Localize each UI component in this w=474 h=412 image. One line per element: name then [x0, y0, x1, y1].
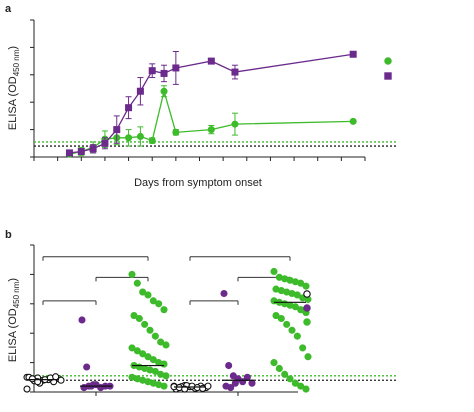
panel-b-point: [302, 282, 310, 290]
panel-b-point: [231, 379, 239, 387]
panel-a-legend: [384, 57, 392, 80]
panel-b-point: [141, 320, 149, 328]
panel-a-point-igg: [125, 104, 133, 112]
panel-a-xlabel: Days from symptom onset: [134, 177, 262, 189]
panel-b-point: [291, 379, 299, 387]
panel-a-point-igg: [231, 68, 239, 76]
panel-b-point: [133, 347, 141, 355]
panel-b-point: [162, 341, 170, 349]
panel-a-point-igg: [89, 145, 97, 153]
panel-b-point: [286, 375, 294, 383]
panel-b-point: [297, 279, 305, 287]
panel-b-point: [220, 289, 228, 298]
panel-a-point-igm: [148, 137, 156, 145]
panel-b-point: [304, 353, 312, 361]
panel-a-point-igm: [231, 120, 239, 128]
panel-a-point-igg: [172, 64, 180, 72]
panel-b-point: [144, 353, 152, 361]
panel-b-point: [248, 379, 256, 387]
panel-b-point: [135, 314, 143, 323]
panel-b-point: [151, 367, 159, 375]
panel-b-point: [160, 360, 168, 368]
panel-a-legend-marker-igm: [384, 57, 392, 65]
panel-b-point: [155, 300, 163, 308]
panel-a-point-igg: [207, 57, 215, 65]
panel-a-thresholds: [34, 141, 398, 147]
panel-b-point: [157, 338, 165, 346]
panel-b-point: [243, 373, 251, 381]
panel-b-point: [297, 382, 305, 390]
panel-b-point: [204, 382, 212, 390]
panel-a-legend-marker-igg: [384, 72, 392, 80]
panel-b-point: [293, 291, 301, 299]
panel-b-point: [128, 270, 136, 278]
panel-b-legend: [303, 290, 311, 326]
panel-b-comparisons: [42, 256, 291, 305]
panel-b-legend-marker: [303, 318, 311, 326]
panel-b-point: [272, 312, 280, 320]
panel-b-point: [133, 279, 141, 287]
panel-b-point: [28, 375, 36, 383]
panel-b-point: [160, 382, 168, 390]
panel-a-point-igm: [136, 132, 144, 140]
panel-b-point: [225, 361, 233, 370]
panel-b-point: [151, 332, 159, 340]
panel-a: a ELISA (OD450 nm) Days from symptom ons…: [5, 3, 398, 189]
panel-b-point: [139, 288, 147, 296]
panel-a-point-igg: [101, 139, 109, 147]
panel-a-letter: a: [5, 3, 12, 15]
panel-b-point: [270, 267, 278, 276]
panel-b-points: [23, 267, 312, 393]
panel-a-point-igm: [125, 134, 133, 142]
panel-a-point-igg: [65, 149, 73, 157]
panel-a-point-igg: [113, 126, 121, 134]
panel-a-point-igg: [77, 148, 85, 156]
panel-a-axes: [30, 19, 366, 161]
panel-b-point: [299, 344, 307, 352]
panel-b-point: [293, 332, 301, 340]
panel-a-point-igg: [148, 67, 156, 75]
panel-b-point: [144, 291, 152, 299]
panel-b-point: [288, 326, 296, 334]
panel-a-point-igg: [136, 87, 144, 95]
panel-a-ylabel: ELISA (OD450 nm): [7, 46, 21, 130]
panel-b: b ELISA (OD450 nm): [5, 229, 398, 396]
panel-b-point: [139, 350, 147, 358]
panel-a-series-line-igm: [69, 88, 354, 155]
panel-b-point: [277, 314, 285, 323]
panel-a-point-igg: [349, 50, 357, 58]
panel-a-series: [65, 50, 357, 158]
panel-b-point: [270, 359, 278, 367]
panel-a-point-igm: [349, 117, 357, 125]
panel-b-point: [146, 326, 154, 334]
panel-b-point: [78, 316, 86, 324]
panel-b-point: [291, 303, 299, 311]
panel-b-point: [89, 381, 97, 389]
panel-a-point-igm: [160, 87, 168, 95]
panel-b-legend-marker: [303, 290, 311, 298]
panel-b-point: [275, 364, 283, 373]
panel-b-point: [128, 344, 136, 352]
panel-b-point: [281, 370, 289, 378]
panel-b-point: [130, 312, 138, 320]
panel-b-legend-marker: [303, 304, 311, 312]
panel-a-point-igg: [160, 69, 168, 77]
panel-b-point: [160, 306, 168, 314]
panel-a-point-igm: [207, 126, 215, 134]
panel-b-point: [162, 372, 170, 380]
panel-b-axes: [30, 244, 298, 396]
panel-a-point-igm: [172, 128, 180, 136]
panel-b-thresholds: [34, 375, 398, 381]
panel-b-point: [227, 384, 235, 392]
panel-b-letter: b: [5, 229, 12, 241]
panel-b-point: [149, 297, 157, 305]
panel-b-point: [302, 385, 310, 393]
panel-b-point: [83, 363, 91, 371]
panel-b-point: [149, 356, 157, 364]
panel-b-point: [23, 385, 31, 393]
panel-b-ylabel: ELISA (OD450 nm): [7, 278, 21, 362]
panel-b-point: [283, 320, 291, 328]
